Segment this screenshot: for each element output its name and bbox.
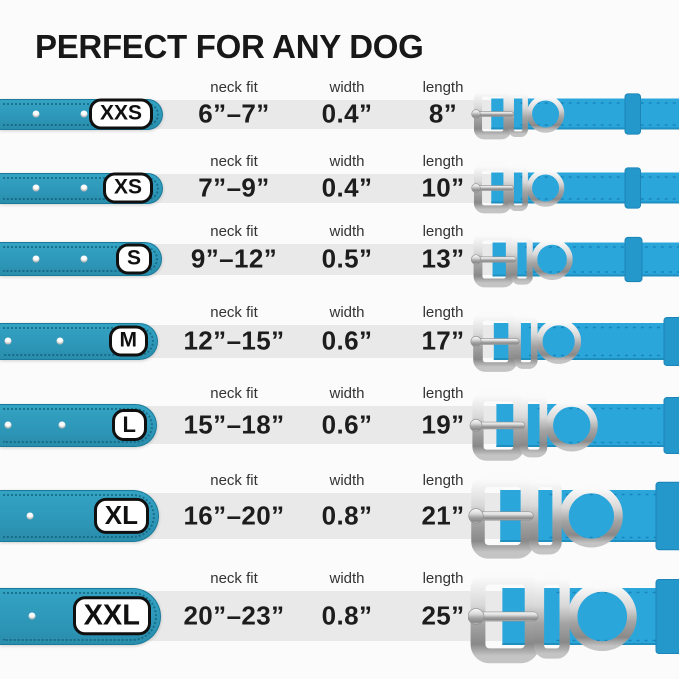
column-header-neck-fit: neck fit bbox=[210, 385, 258, 402]
width-value: 0.8” bbox=[321, 600, 373, 631]
column-header-length: length bbox=[422, 385, 464, 402]
size-badge: S bbox=[115, 243, 152, 275]
width-value: 0.6” bbox=[321, 325, 373, 356]
column-header-neck-fit: neck fit bbox=[210, 78, 258, 96]
strap-hole bbox=[4, 337, 12, 345]
strap-hole bbox=[32, 184, 40, 192]
strap-hole bbox=[80, 184, 88, 192]
buckle-hardware-graphic bbox=[471, 162, 679, 214]
column-header-width: width bbox=[329, 222, 365, 240]
neck-fit-value: 15”–18” bbox=[183, 409, 285, 440]
width-value: 0.5” bbox=[321, 243, 373, 274]
column-header-width: width bbox=[329, 303, 365, 321]
column-header-width: width bbox=[329, 78, 365, 96]
strap-hole bbox=[32, 110, 40, 118]
collar-buckle-photo bbox=[468, 229, 679, 290]
length-value: 10” bbox=[421, 172, 465, 203]
neck-fit-value: 12”–15” bbox=[183, 325, 285, 356]
length-value: 25” bbox=[421, 600, 465, 631]
column-header-neck-fit: neck fit bbox=[210, 472, 258, 489]
width-value: 0.8” bbox=[321, 500, 373, 531]
column-header-length: length bbox=[422, 570, 464, 587]
size-badge: M bbox=[108, 325, 148, 357]
length-value: 8” bbox=[428, 98, 458, 129]
strap-hole bbox=[80, 255, 88, 263]
buckle-hardware-graphic bbox=[468, 473, 679, 559]
collar-buckle-photo bbox=[468, 160, 679, 216]
size-badge: L bbox=[111, 408, 147, 442]
buckle-hardware-graphic bbox=[470, 310, 679, 372]
length-value: 17” bbox=[421, 325, 465, 356]
collar-buckle-photo bbox=[468, 387, 679, 464]
strap-hole bbox=[28, 612, 36, 620]
strap-hole bbox=[26, 512, 34, 520]
width-value: 0.4” bbox=[321, 98, 373, 129]
column-header-length: length bbox=[422, 78, 464, 96]
column-header-width: width bbox=[329, 472, 365, 489]
collar-strap-illustration: S bbox=[0, 242, 162, 276]
width-value: 0.4” bbox=[321, 172, 373, 203]
buckle-hardware-graphic bbox=[471, 88, 679, 140]
column-header-neck-fit: neck fit bbox=[210, 222, 258, 240]
collar-buckle-photo bbox=[468, 86, 679, 142]
collar-strap-illustration: M bbox=[0, 322, 158, 360]
neck-fit-value: 16”–20” bbox=[183, 500, 285, 531]
column-header-width: width bbox=[329, 570, 365, 587]
strap-hole bbox=[32, 255, 40, 263]
column-header-neck-fit: neck fit bbox=[210, 570, 258, 587]
column-header-length: length bbox=[422, 152, 464, 170]
page-title: PERFECT FOR ANY DOG bbox=[35, 28, 424, 65]
buckle-hardware-graphic bbox=[469, 389, 679, 461]
length-value: 19” bbox=[421, 409, 465, 440]
strap-hole bbox=[80, 110, 88, 118]
column-header-width: width bbox=[329, 385, 365, 402]
collar-buckle-photo bbox=[468, 469, 679, 563]
buckle-hardware-graphic bbox=[470, 231, 679, 287]
collar-strap-illustration: XXL bbox=[0, 587, 161, 645]
neck-fit-value: 9”–12” bbox=[190, 243, 278, 274]
column-header-length: length bbox=[422, 303, 464, 321]
size-badge: XS bbox=[102, 172, 153, 204]
collar-buckle-photo bbox=[468, 308, 679, 375]
buckle-hardware-graphic bbox=[468, 569, 679, 663]
strap-hole bbox=[58, 421, 66, 429]
column-header-width: width bbox=[329, 152, 365, 170]
column-header-neck-fit: neck fit bbox=[210, 303, 258, 321]
neck-fit-value: 20”–23” bbox=[183, 600, 285, 631]
neck-fit-value: 6”–7” bbox=[198, 98, 270, 129]
strap-hole bbox=[4, 421, 12, 429]
collar-strap-illustration: L bbox=[0, 403, 157, 447]
width-value: 0.6” bbox=[321, 409, 373, 440]
size-badge: XXS bbox=[88, 98, 153, 130]
collar-buckle-photo bbox=[468, 565, 679, 668]
neck-fit-value: 7”–9” bbox=[198, 172, 270, 203]
column-header-length: length bbox=[422, 472, 464, 489]
strap-hole bbox=[56, 337, 64, 345]
length-value: 13” bbox=[421, 243, 465, 274]
size-badge: XL bbox=[93, 497, 149, 535]
size-badge: XXL bbox=[72, 596, 151, 636]
collar-strap-illustration: XL bbox=[0, 490, 159, 542]
column-header-neck-fit: neck fit bbox=[210, 152, 258, 170]
length-value: 21” bbox=[421, 500, 465, 531]
column-header-length: length bbox=[422, 222, 464, 240]
